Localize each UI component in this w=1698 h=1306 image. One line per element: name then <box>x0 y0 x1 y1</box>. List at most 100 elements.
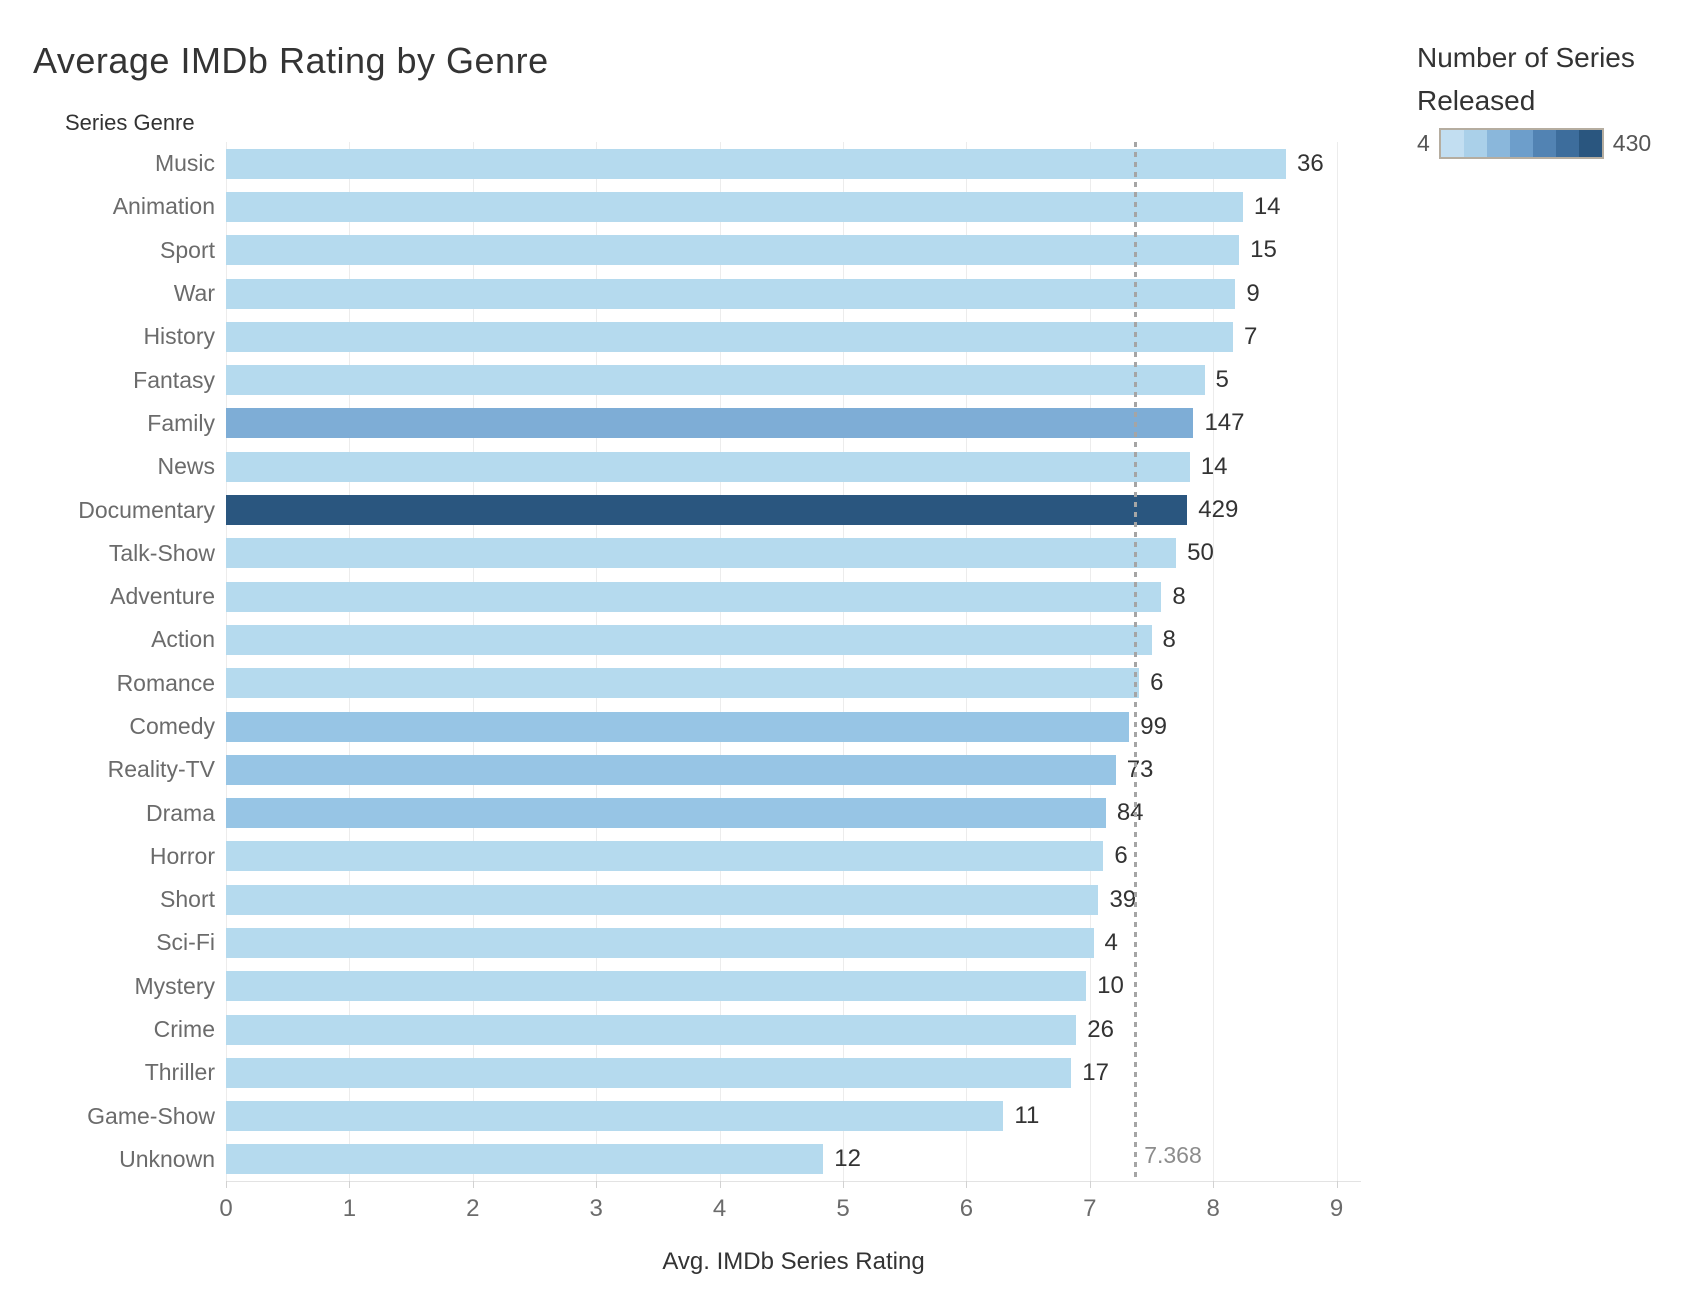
genre-label-horror: Horror <box>149 842 215 869</box>
chart-row-game-show: Game-Show 11 <box>0 1095 1698 1138</box>
chart-row-history: History 7 <box>0 315 1698 358</box>
genre-label-short: Short <box>160 886 215 913</box>
count-label-reality-tv: 73 <box>1126 755 1154 783</box>
bar-crime[interactable] <box>226 1014 1077 1045</box>
bar-reality-tv[interactable] <box>226 754 1116 785</box>
gridline-5 <box>843 142 844 1181</box>
count-label-crime: 26 <box>1087 1015 1114 1043</box>
legend-title-line2: Released <box>1417 85 1536 116</box>
genre-label-thriller: Thriller <box>144 1059 215 1086</box>
gridline-9 <box>1336 142 1338 1181</box>
chart-row-thriller: Thriller 17 <box>0 1051 1698 1094</box>
count-label-unknown: 12 <box>834 1145 861 1173</box>
count-label-war: 9 <box>1246 279 1260 307</box>
genre-label-adventure: Adventure <box>110 583 215 610</box>
x-tick-label-4: 4 <box>712 1195 727 1222</box>
count-label-sport: 15 <box>1250 236 1277 264</box>
legend-min-label: 4 <box>1417 130 1430 156</box>
x-tick-mark-5 <box>843 1181 844 1188</box>
gridline-1 <box>349 142 351 1181</box>
x-tick-label-8: 8 <box>1206 1195 1220 1222</box>
x-axis-line <box>226 1181 1361 1182</box>
bar-documentary[interactable] <box>226 495 1188 526</box>
legend-ramp-row: 4 430 <box>1417 128 1687 159</box>
x-tick-label-3: 3 <box>589 1195 603 1222</box>
chart-row-sci-fi: Sci-Fi 4 <box>0 921 1698 964</box>
genre-label-sci-fi: Sci-Fi <box>156 929 215 956</box>
bar-animation[interactable] <box>226 191 1243 222</box>
x-tick-mark-8 <box>1213 1181 1215 1188</box>
chart-row-horror: Horror 6 <box>0 835 1698 878</box>
genre-label-reality-tv: Reality-TV <box>107 756 215 783</box>
bar-comedy[interactable] <box>226 711 1130 742</box>
chart-row-reality-tv: Reality-TV 73 <box>0 748 1698 791</box>
count-label-sci-fi: 4 <box>1104 928 1118 956</box>
chart-row-sport: Sport 15 <box>0 229 1698 272</box>
count-label-music: 36 <box>1297 149 1324 177</box>
x-tick-mark-3 <box>596 1181 598 1188</box>
x-tick-label-0: 0 <box>219 1195 233 1222</box>
legend-max-label: 430 <box>1612 130 1652 156</box>
bar-short[interactable] <box>226 884 1099 915</box>
genre-label-romance: Romance <box>116 669 215 696</box>
count-label-thriller: 17 <box>1082 1058 1109 1086</box>
genre-label-unknown: Unknown <box>119 1145 215 1172</box>
bar-family[interactable] <box>226 408 1194 439</box>
plot-area: Music 36 Animation 14 Sport 15 War 9 History 7 Fan… <box>0 142 1698 1181</box>
genre-label-game-show: Game-Show <box>87 1102 215 1129</box>
genre-label-music: Music <box>154 150 215 177</box>
bar-mystery[interactable] <box>226 971 1087 1002</box>
count-label-mystery: 10 <box>1097 972 1124 1000</box>
count-label-news: 14 <box>1200 452 1228 480</box>
gridline-3 <box>596 142 598 1181</box>
x-tick-label-2: 2 <box>466 1195 480 1222</box>
legend-title-line1: Number of Series <box>1417 42 1635 73</box>
count-label-history: 7 <box>1243 322 1258 350</box>
bar-drama[interactable] <box>226 798 1106 829</box>
gridline-6 <box>966 142 968 1181</box>
bar-romance[interactable] <box>226 668 1140 699</box>
chart-row-mystery: Mystery 10 <box>0 965 1698 1008</box>
bar-action[interactable] <box>226 624 1152 655</box>
x-tick-mark-4 <box>719 1181 721 1188</box>
chart-row-unknown: Unknown 12 <box>0 1138 1698 1181</box>
bar-history[interactable] <box>226 321 1233 352</box>
genre-label-talk-show: Talk-Show <box>108 539 215 566</box>
bar-fantasy[interactable] <box>226 365 1205 396</box>
count-label-short: 39 <box>1109 885 1137 913</box>
bar-news[interactable] <box>226 451 1190 482</box>
count-label-talk-show: 50 <box>1187 539 1214 567</box>
bar-sci-fi[interactable] <box>226 927 1094 958</box>
chart-row-drama: Drama 84 <box>0 791 1698 834</box>
count-label-comedy: 99 <box>1140 712 1167 740</box>
x-axis-ticks: 0 1 2 3 4 5 6 7 8 9 <box>0 1181 1698 1241</box>
bar-war[interactable] <box>226 278 1236 309</box>
count-label-animation: 14 <box>1253 192 1281 220</box>
chart-row-documentary: Documentary 429 <box>0 488 1698 531</box>
chart-row-music: Music 36 <box>0 142 1698 185</box>
bar-talk-show[interactable] <box>226 538 1177 569</box>
bar-adventure[interactable] <box>226 581 1162 612</box>
chart-row-family: Family 147 <box>0 402 1698 445</box>
genre-label-comedy: Comedy <box>129 713 215 739</box>
genre-label-crime: Crime <box>153 1016 215 1043</box>
genre-label-animation: Animation <box>112 193 215 220</box>
gridline-0 <box>226 142 227 1181</box>
x-tick-mark-7 <box>1089 1181 1091 1188</box>
genre-label-history: History <box>143 323 215 350</box>
chart-row-animation: Animation 14 <box>0 185 1698 228</box>
bar-music[interactable] <box>226 148 1286 179</box>
bar-sport[interactable] <box>226 235 1240 266</box>
legend-title: Number of Series Released <box>1417 36 1687 122</box>
x-axis-title: Avg. IMDb Series Rating <box>662 1248 925 1275</box>
x-tick-mark-6 <box>966 1181 968 1188</box>
chart-row-comedy: Comedy 99 <box>0 705 1698 748</box>
x-tick-label-1: 1 <box>342 1195 357 1222</box>
count-label-family: 147 <box>1204 409 1245 437</box>
genre-label-sport: Sport <box>160 236 215 263</box>
bar-unknown[interactable] <box>226 1144 824 1175</box>
bar-horror[interactable] <box>226 841 1104 872</box>
bar-game-show[interactable] <box>226 1101 1004 1132</box>
bar-thriller[interactable] <box>226 1057 1072 1088</box>
